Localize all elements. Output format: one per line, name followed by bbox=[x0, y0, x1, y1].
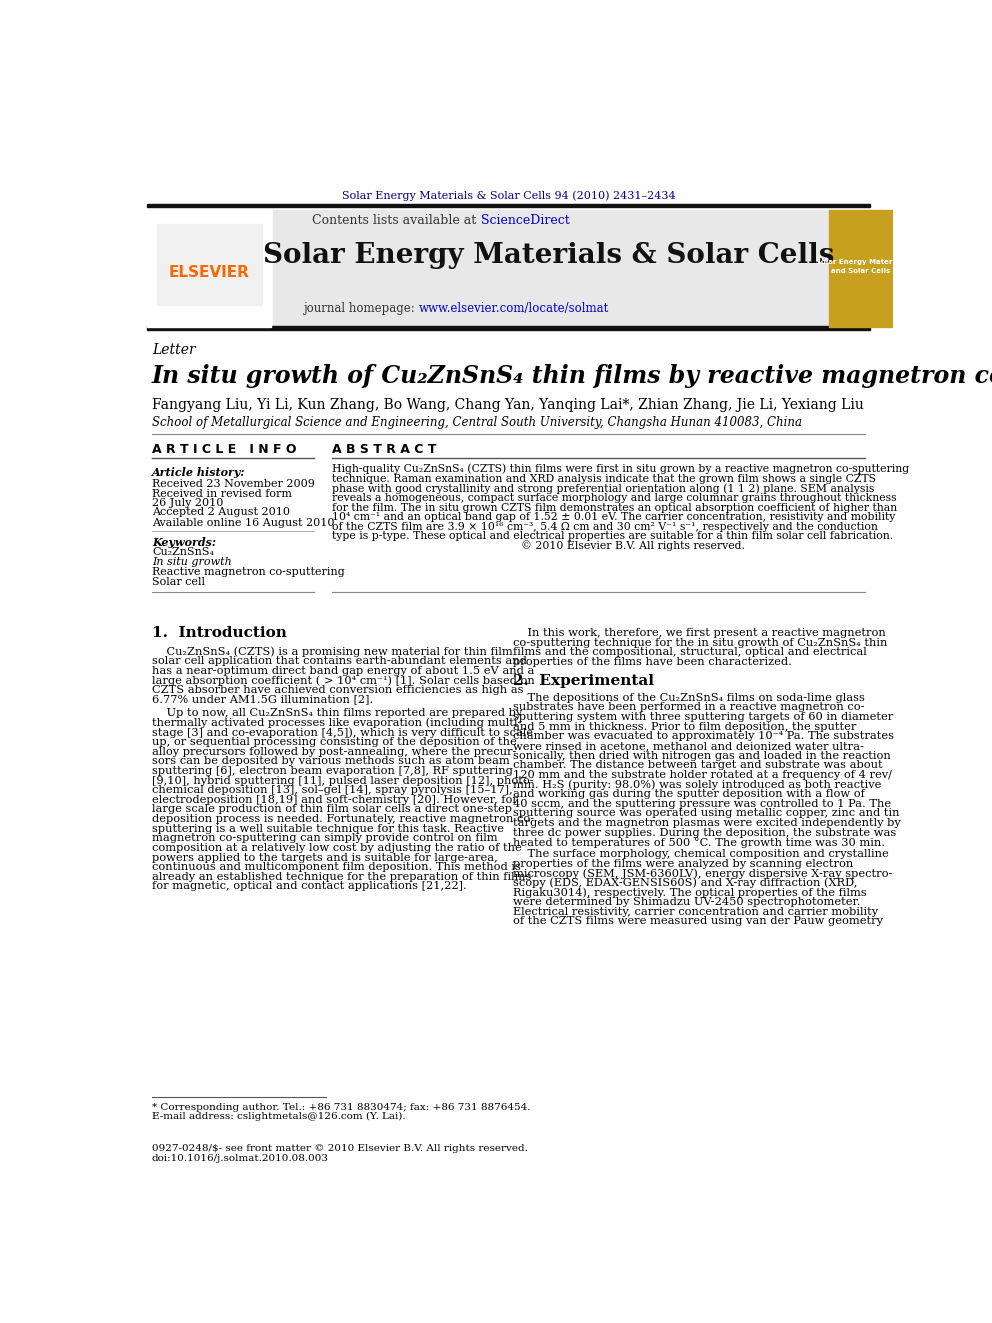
Text: Cu₂ZnSnS₄: Cu₂ZnSnS₄ bbox=[152, 548, 214, 557]
Text: Rigaku3014), respectively. The optical properties of the films: Rigaku3014), respectively. The optical p… bbox=[513, 888, 867, 898]
Text: microscopy (SEM, JSM-6360LV), energy dispersive X-ray spectro-: microscopy (SEM, JSM-6360LV), energy dis… bbox=[513, 868, 893, 878]
Text: Received 23 November 2009: Received 23 November 2009 bbox=[152, 479, 314, 488]
Text: sputtering [6], electron beam evaporation [7,8], RF sputtering: sputtering [6], electron beam evaporatio… bbox=[152, 766, 513, 775]
Text: Cu₂ZnSnS₄ (CZTS) is a promising new material for thin film: Cu₂ZnSnS₄ (CZTS) is a promising new mate… bbox=[152, 646, 513, 656]
Text: 1.  Introduction: 1. Introduction bbox=[152, 626, 287, 640]
Text: were rinsed in acetone, methanol and deionized water ultra-: were rinsed in acetone, methanol and dei… bbox=[513, 741, 864, 751]
Bar bbox=[273, 209, 829, 327]
Text: Solar Energy Materials
and Solar Cells: Solar Energy Materials and Solar Cells bbox=[815, 259, 906, 274]
Text: sputtering source was operated using metallic copper, zinc and tin: sputtering source was operated using met… bbox=[513, 808, 900, 818]
Text: continuous and multicomponent film deposition. This method is: continuous and multicomponent film depos… bbox=[152, 863, 521, 872]
Text: powers applied to the targets and is suitable for large-area,: powers applied to the targets and is sui… bbox=[152, 852, 498, 863]
Text: Letter: Letter bbox=[152, 343, 195, 357]
Text: Up to now, all Cu₂ZnSnS₄ thin films reported are prepared by: Up to now, all Cu₂ZnSnS₄ thin films repo… bbox=[152, 708, 522, 718]
Text: 0927-0248/$- see front matter © 2010 Elsevier B.V. All rights reserved.: 0927-0248/$- see front matter © 2010 Els… bbox=[152, 1144, 528, 1154]
Text: heated to temperatures of 500 °C. The growth time was 30 min.: heated to temperatures of 500 °C. The gr… bbox=[513, 836, 885, 848]
Text: A B S T R A C T: A B S T R A C T bbox=[331, 443, 436, 456]
Text: reveals a homogeneous, compact surface morphology and large columnar grains thro: reveals a homogeneous, compact surface m… bbox=[331, 493, 897, 503]
Text: up, or sequential processing consisting of the deposition of the: up, or sequential processing consisting … bbox=[152, 737, 517, 747]
Text: In situ growth of Cu₂ZnSnS₄ thin films by reactive magnetron co-sputtering: In situ growth of Cu₂ZnSnS₄ thin films b… bbox=[152, 364, 992, 388]
Text: large scale production of thin film solar cells a direct one-step: large scale production of thin film sola… bbox=[152, 804, 512, 815]
Text: * Corresponding author. Tel.: +86 731 8830474; fax: +86 731 8876454.: * Corresponding author. Tel.: +86 731 88… bbox=[152, 1103, 531, 1111]
Text: scopy (EDS, EDAX-GENSIS60S) and X-ray diffraction (XRD,: scopy (EDS, EDAX-GENSIS60S) and X-ray di… bbox=[513, 877, 857, 888]
Text: A R T I C L E   I N F O: A R T I C L E I N F O bbox=[152, 443, 297, 456]
Text: In situ growth: In situ growth bbox=[152, 557, 232, 568]
Text: were determined by Shimadzu UV-2450 spectrophotometer.: were determined by Shimadzu UV-2450 spec… bbox=[513, 897, 860, 908]
Text: www.elsevier.com/locate/solmat: www.elsevier.com/locate/solmat bbox=[419, 303, 609, 315]
Text: 120 mm and the substrate holder rotated at a frequency of 4 rev/: 120 mm and the substrate holder rotated … bbox=[513, 770, 892, 779]
Bar bbox=[147, 325, 870, 329]
Text: properties of the films have been characterized.: properties of the films have been charac… bbox=[513, 658, 792, 667]
Text: solar cell application that contains earth-abundant elements and: solar cell application that contains ear… bbox=[152, 656, 527, 667]
Text: and 5 mm in thickness. Prior to film deposition, the sputter: and 5 mm in thickness. Prior to film dep… bbox=[513, 721, 856, 732]
Text: chamber was evacuated to approximately 10⁻⁴ Pa. The substrates: chamber was evacuated to approximately 1… bbox=[513, 732, 894, 741]
Bar bbox=[147, 209, 271, 327]
Text: technique. Raman examination and XRD analysis indicate that the grown film shows: technique. Raman examination and XRD ana… bbox=[331, 474, 876, 484]
Text: thermally activated processes like evaporation (including multi-: thermally activated processes like evapo… bbox=[152, 717, 521, 728]
Text: doi:10.1016/j.solmat.2010.08.003: doi:10.1016/j.solmat.2010.08.003 bbox=[152, 1154, 329, 1163]
Text: The surface morphology, chemical composition and crystalline: The surface morphology, chemical composi… bbox=[513, 849, 889, 859]
Text: properties of the films were analyzed by scanning electron: properties of the films were analyzed by… bbox=[513, 859, 853, 869]
Text: composition at a relatively low cost by adjusting the ratio of the: composition at a relatively low cost by … bbox=[152, 843, 522, 853]
Text: targets and the magnetron plasmas were excited independently by: targets and the magnetron plasmas were e… bbox=[513, 818, 901, 828]
Text: The depositions of the Cu₂ZnSnS₄ films on soda-lime glass: The depositions of the Cu₂ZnSnS₄ films o… bbox=[513, 693, 865, 703]
Text: 26 July 2010: 26 July 2010 bbox=[152, 497, 223, 508]
Text: CZTS absorber have achieved conversion efficiencies as high as: CZTS absorber have achieved conversion e… bbox=[152, 685, 524, 695]
Text: Solar Energy Materials & Solar Cells: Solar Energy Materials & Solar Cells bbox=[263, 242, 834, 269]
Text: alloy precursors followed by post-annealing, where the precur-: alloy precursors followed by post-anneal… bbox=[152, 746, 516, 757]
Text: deposition process is needed. Fortunately, reactive magnetron co-: deposition process is needed. Fortunatel… bbox=[152, 814, 534, 824]
Text: stage [3] and co-evaporation [4,5]), which is very difficult to scale: stage [3] and co-evaporation [4,5]), whi… bbox=[152, 728, 533, 738]
Text: ScienceDirect: ScienceDirect bbox=[480, 214, 569, 226]
Text: of the CZTS films were measured using van der Pauw geometry: of the CZTS films were measured using va… bbox=[513, 917, 883, 926]
Text: min. H₂S (purity: 98.0%) was solely introduced as both reactive: min. H₂S (purity: 98.0%) was solely intr… bbox=[513, 779, 882, 790]
Text: Available online 16 August 2010: Available online 16 August 2010 bbox=[152, 519, 334, 528]
Text: sputtering system with three sputtering targets of 60 in diameter: sputtering system with three sputtering … bbox=[513, 712, 894, 722]
Text: Contents lists available at: Contents lists available at bbox=[312, 214, 480, 226]
Text: films and the compositional, structural, optical and electrical: films and the compositional, structural,… bbox=[513, 647, 867, 658]
Text: School of Metallurgical Science and Engineering, Central South University, Chang: School of Metallurgical Science and Engi… bbox=[152, 415, 802, 429]
Text: co-sputtering technique for the in situ growth of Cu₂ZnSnS₄ thin: co-sputtering technique for the in situ … bbox=[513, 638, 888, 648]
Text: for magnetic, optical and contact applications [21,22].: for magnetic, optical and contact applic… bbox=[152, 881, 466, 892]
Text: type is p-type. These optical and electrical properties are suitable for a thin : type is p-type. These optical and electr… bbox=[331, 532, 893, 541]
Text: electrodeposition [18,19] and soft-chemistry [20]. However, for: electrodeposition [18,19] and soft-chemi… bbox=[152, 795, 518, 804]
Text: © 2010 Elsevier B.V. All rights reserved.: © 2010 Elsevier B.V. All rights reserved… bbox=[331, 541, 745, 552]
Text: already an established technique for the preparation of thin films: already an established technique for the… bbox=[152, 872, 532, 882]
Text: sputtering is a well suitable technique for this task. Reactive: sputtering is a well suitable technique … bbox=[152, 824, 504, 833]
Text: Article history:: Article history: bbox=[152, 467, 245, 479]
Text: E-mail address: cslightmetals@126.com (Y. Lai).: E-mail address: cslightmetals@126.com (Y… bbox=[152, 1113, 406, 1121]
Text: [9,10], hybrid sputtering [11], pulsed laser deposition [12], photo-: [9,10], hybrid sputtering [11], pulsed l… bbox=[152, 775, 534, 786]
Text: sonically, then dried with nitrogen gas and loaded in the reaction: sonically, then dried with nitrogen gas … bbox=[513, 750, 891, 761]
Text: Electrical resistivity, carrier concentration and carrier mobility: Electrical resistivity, carrier concentr… bbox=[513, 906, 878, 917]
Text: of the CZTS film are 3.9 × 10¹⁶ cm⁻³, 5.4 Ω cm and 30 cm² V⁻¹ s⁻¹, respectively : of the CZTS film are 3.9 × 10¹⁶ cm⁻³, 5.… bbox=[331, 521, 878, 532]
Text: Received in revised form: Received in revised form bbox=[152, 488, 292, 499]
Text: has a near-optimum direct band gap energy of about 1.5 eV and a: has a near-optimum direct band gap energ… bbox=[152, 665, 535, 676]
Text: for the film. The in situ grown CZTS film demonstrates an optical absorption coe: for the film. The in situ grown CZTS fil… bbox=[331, 503, 897, 512]
Text: Solar cell: Solar cell bbox=[152, 577, 205, 587]
Text: High-quality Cu₂ZnSnS₄ (CZTS) thin films were first in situ grown by a reactive : High-quality Cu₂ZnSnS₄ (CZTS) thin films… bbox=[331, 464, 909, 475]
Bar bbox=[147, 204, 870, 206]
Text: three dc power supplies. During the deposition, the substrate was: three dc power supplies. During the depo… bbox=[513, 827, 897, 837]
Text: and working gas during the sputter deposition with a flow of: and working gas during the sputter depos… bbox=[513, 789, 865, 799]
Text: Reactive magnetron co-sputtering: Reactive magnetron co-sputtering bbox=[152, 568, 344, 577]
Text: journal homepage:: journal homepage: bbox=[303, 303, 419, 315]
Text: 10⁴ cm⁻¹ and an optical band gap of 1.52 ± 0.01 eV. The carrier concentration, r: 10⁴ cm⁻¹ and an optical band gap of 1.52… bbox=[331, 512, 895, 523]
Text: chamber. The distance between target and substrate was about: chamber. The distance between target and… bbox=[513, 761, 883, 770]
Text: substrates have been performed in a reactive magnetron co-: substrates have been performed in a reac… bbox=[513, 703, 865, 712]
Text: 40 sccm, and the sputtering pressure was controlled to 1 Pa. The: 40 sccm, and the sputtering pressure was… bbox=[513, 799, 891, 808]
Text: 2.  Experimental: 2. Experimental bbox=[513, 673, 654, 688]
Bar bbox=[157, 224, 262, 306]
Bar bbox=[829, 209, 893, 327]
Text: Fangyang Liu, Yi Li, Kun Zhang, Bo Wang, Chang Yan, Yanqing Lai*, Zhian Zhang, J: Fangyang Liu, Yi Li, Kun Zhang, Bo Wang,… bbox=[152, 398, 864, 413]
Text: Accepted 2 August 2010: Accepted 2 August 2010 bbox=[152, 507, 290, 517]
Text: In this work, therefore, we first present a reactive magnetron: In this work, therefore, we first presen… bbox=[513, 628, 886, 638]
Text: ELSEVIER: ELSEVIER bbox=[169, 265, 250, 280]
Text: sors can be deposited by various methods such as atom beam: sors can be deposited by various methods… bbox=[152, 757, 510, 766]
Text: 6.77% under AM1.5G illumination [2].: 6.77% under AM1.5G illumination [2]. bbox=[152, 695, 373, 705]
Text: chemical deposition [13], sol–gel [14], spray pyrolysis [15–17],: chemical deposition [13], sol–gel [14], … bbox=[152, 785, 513, 795]
Text: Solar Energy Materials & Solar Cells 94 (2010) 2431–2434: Solar Energy Materials & Solar Cells 94 … bbox=[341, 191, 676, 201]
Text: Keywords:: Keywords: bbox=[152, 537, 216, 548]
Text: large absorption coefficient ( > 10⁴ cm⁻¹) [1]. Solar cells based on: large absorption coefficient ( > 10⁴ cm⁻… bbox=[152, 675, 535, 685]
Text: magnetron co-sputtering can simply provide control on film: magnetron co-sputtering can simply provi… bbox=[152, 833, 498, 843]
Text: phase with good crystallinity and strong preferential orientation along (1 1 2) : phase with good crystallinity and strong… bbox=[331, 483, 874, 493]
